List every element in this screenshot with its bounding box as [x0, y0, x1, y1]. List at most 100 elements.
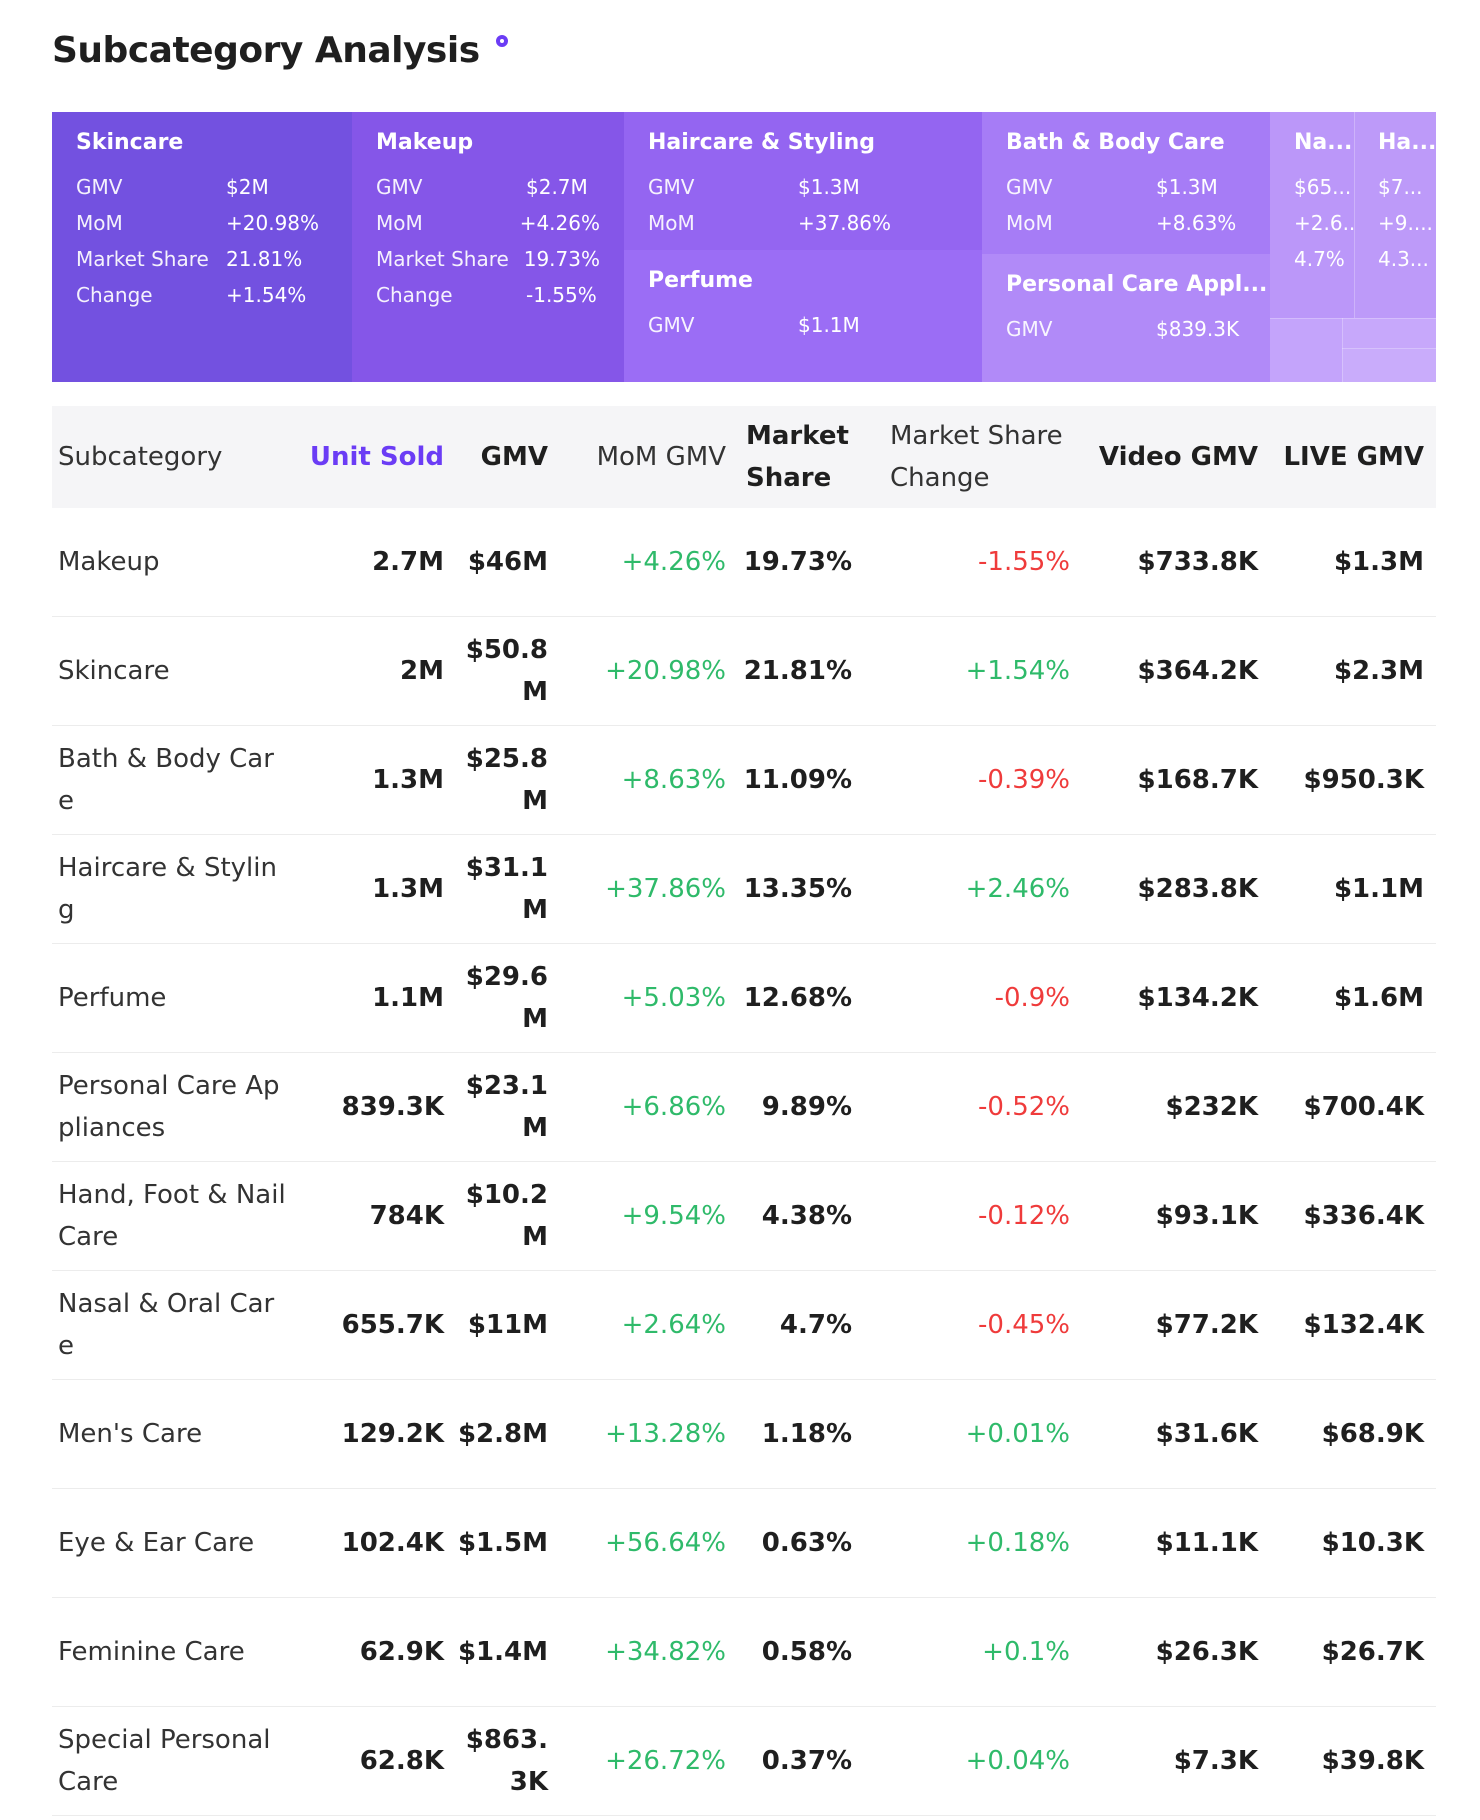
- market-share-cell: 12.68%: [743, 983, 852, 1013]
- tile-label: MoM: [376, 211, 423, 235]
- mom-gmv-cell: +8.63%: [621, 765, 726, 795]
- unit-sold-cell: 102.4K: [341, 1528, 444, 1558]
- treemap-tile-makeup[interactable]: Makeup GMV $2.7M MoM +4.26% Market Share 19…: [352, 112, 624, 382]
- header-unit-sold[interactable]: Unit Sold: [309, 442, 444, 472]
- market-share-change-cell: -0.9%: [994, 983, 1070, 1013]
- header-market-share[interactable]: Market Share: [746, 421, 849, 493]
- gmv-cell: $23.1M: [465, 1071, 548, 1143]
- table-row[interactable]: Feminine Care 62.9K $1.4M +34.82% 0.58% +0.1%…: [52, 1598, 1436, 1707]
- market-share-change-cell: -0.12%: [978, 1201, 1070, 1231]
- table-row[interactable]: Perfume 1.1M $29.6M +5.03% 12.68% -0.9% $134.2…: [52, 944, 1436, 1053]
- tile-value: 4.7%: [1294, 247, 1345, 271]
- tile-value: $65...: [1294, 175, 1352, 199]
- live-gmv-cell: $26.7K: [1321, 1637, 1424, 1667]
- live-gmv-cell: $1.1M: [1333, 874, 1424, 904]
- header-subcategory[interactable]: Subcategory: [58, 442, 223, 472]
- tile-label: MoM: [1006, 211, 1053, 235]
- live-gmv-cell: $10.3K: [1321, 1528, 1424, 1558]
- market-share-cell: 13.35%: [743, 874, 852, 904]
- treemap-tile-bath-body[interactable]: Bath & Body Care GMV $1.3M MoM +8.63%: [982, 112, 1270, 254]
- video-gmv-cell: $26.3K: [1155, 1637, 1258, 1667]
- table-row[interactable]: Haircare & Styling 1.3M $31.1M +37.86% 13.35…: [52, 835, 1436, 944]
- table-row[interactable]: Personal Care Appliances 839.3K $23.1M +6.8…: [52, 1053, 1436, 1162]
- unit-sold-cell: 839.3K: [341, 1092, 444, 1122]
- table-row[interactable]: Men's Care 129.2K $2.8M +13.28% 1.18% +0.01% $…: [52, 1380, 1436, 1489]
- table-row[interactable]: Makeup 2.7M $46M +4.26% 19.73% -1.55% $733.8K $…: [52, 508, 1436, 617]
- tile-value: +8.63%: [1156, 211, 1237, 235]
- video-gmv-cell: $77.2K: [1155, 1310, 1258, 1340]
- table-row[interactable]: Special Personal Care 62.8K $863.3K +26.72%…: [52, 1707, 1436, 1816]
- table-row[interactable]: Bath & Body Care 1.3M $25.8M +8.63% 11.09% -0…: [52, 726, 1436, 835]
- mom-gmv-cell: +26.72%: [605, 1746, 726, 1776]
- tile-label: Market Share: [376, 247, 509, 271]
- live-gmv-cell: $39.8K: [1321, 1746, 1424, 1776]
- page-header: Subcategory Analysis: [52, 24, 508, 76]
- treemap-tile-personal-care[interactable]: Personal Care Appl... GMV $839.3K: [982, 254, 1270, 382]
- header-market-share-change[interactable]: Market Share Change: [890, 421, 1063, 493]
- subcategory-cell: Hand, Foot & Nail Care: [58, 1180, 286, 1252]
- market-share-change-cell: -0.52%: [978, 1092, 1070, 1122]
- table-row[interactable]: Eye & Ear Care 102.4K $1.5M +56.64% 0.63% +0.…: [52, 1489, 1436, 1598]
- tile-value: +1.54%: [226, 283, 307, 307]
- treemap-tile-haircare[interactable]: Haircare & Styling GMV $1.3M MoM +37.86%: [624, 112, 982, 250]
- treemap-tile-small-1[interactable]: [1270, 318, 1342, 382]
- video-gmv-cell: $168.7K: [1137, 765, 1258, 795]
- unit-sold-cell: 784K: [369, 1201, 444, 1231]
- header-video-gmv[interactable]: Video GMV: [1098, 442, 1258, 472]
- market-share-change-cell: +0.18%: [965, 1528, 1070, 1558]
- subcategory-cell: Makeup: [58, 547, 160, 577]
- tile-label: GMV: [376, 175, 423, 199]
- table-row[interactable]: Hand, Foot & Nail Care 784K $10.2M +9.54% 4.…: [52, 1162, 1436, 1271]
- tile-value: +37.86%: [798, 211, 892, 235]
- mom-gmv-cell: +2.64%: [621, 1310, 726, 1340]
- tile-name: Makeup: [376, 130, 474, 155]
- treemap-tile-small-2[interactable]: [1342, 318, 1436, 348]
- tile-name: Ha...: [1378, 130, 1436, 155]
- video-gmv-cell: $283.8K: [1137, 874, 1258, 904]
- treemap-divider: [1354, 112, 1355, 318]
- header-gmv[interactable]: GMV: [480, 442, 548, 472]
- gmv-cell: $11M: [467, 1310, 548, 1340]
- tile-name: Bath & Body Care: [1006, 130, 1225, 155]
- table-body: Makeup 2.7M $46M +4.26% 19.73% -1.55% $733.8K $…: [52, 508, 1436, 1816]
- market-share-change-cell: +2.46%: [965, 874, 1070, 904]
- unit-sold-cell: 129.2K: [341, 1419, 444, 1449]
- tile-value: $7...: [1378, 175, 1423, 199]
- tile-label: Market Share: [76, 247, 209, 271]
- tile-label: MoM: [648, 211, 695, 235]
- market-share-cell: 19.73%: [743, 547, 852, 577]
- tile-name: Personal Care Appl...: [1006, 272, 1268, 297]
- table-row[interactable]: Skincare 2M $50.8M +20.98% 21.81% +1.54% $364.…: [52, 617, 1436, 726]
- gmv-cell: $10.2M: [465, 1180, 548, 1252]
- treemap-tile-skincare[interactable]: Skincare GMV $2M MoM +20.98% Market Share 2…: [52, 112, 352, 382]
- gmv-cell: $50.8M: [465, 635, 548, 707]
- tile-label: Change: [376, 283, 453, 307]
- treemap-tile-small-3[interactable]: [1342, 348, 1436, 382]
- tile-value: $839.3K: [1156, 317, 1240, 341]
- market-share-cell: 0.58%: [761, 1637, 852, 1667]
- gmv-cell: $2.8M: [457, 1419, 548, 1449]
- tile-name: Haircare & Styling: [648, 130, 876, 155]
- live-gmv-cell: $68.9K: [1321, 1419, 1424, 1449]
- treemap: Skincare GMV $2M MoM +20.98% Market Share 2…: [52, 112, 1436, 382]
- market-share-change-cell: -0.39%: [978, 765, 1070, 795]
- tile-label: MoM: [76, 211, 123, 235]
- unit-sold-cell: 1.3M: [372, 765, 444, 795]
- treemap-tile-hand-foot[interactable]: Ha... $7... +9.... 4.3...: [1354, 112, 1436, 318]
- tile-value: +4.26%: [519, 211, 600, 235]
- tile-value: 19.73%: [523, 247, 600, 271]
- market-share-cell: 11.09%: [743, 765, 852, 795]
- subcategory-cell: Men's Care: [58, 1419, 203, 1449]
- market-share-cell: 4.7%: [779, 1310, 852, 1340]
- header-live-gmv[interactable]: LIVE GMV: [1283, 442, 1424, 472]
- header-mom-gmv[interactable]: MoM GMV: [596, 442, 726, 472]
- table-row[interactable]: Nasal & Oral Care 655.7K $11M +2.64% 4.7% -0.…: [52, 1271, 1436, 1380]
- info-ring-icon[interactable]: [495, 35, 508, 47]
- gmv-cell: $1.4M: [457, 1637, 548, 1667]
- treemap-tile-nasal-oral[interactable]: Na... $65... +2.6... 4.7%: [1270, 112, 1354, 318]
- unit-sold-cell: 2M: [400, 656, 444, 686]
- unit-sold-cell: 2.7M: [372, 547, 444, 577]
- market-share-change-cell: -0.45%: [978, 1310, 1070, 1340]
- subcategory-cell: Personal Care Appliances: [58, 1071, 280, 1143]
- treemap-tile-perfume[interactable]: Perfume GMV $1.1M: [624, 250, 982, 382]
